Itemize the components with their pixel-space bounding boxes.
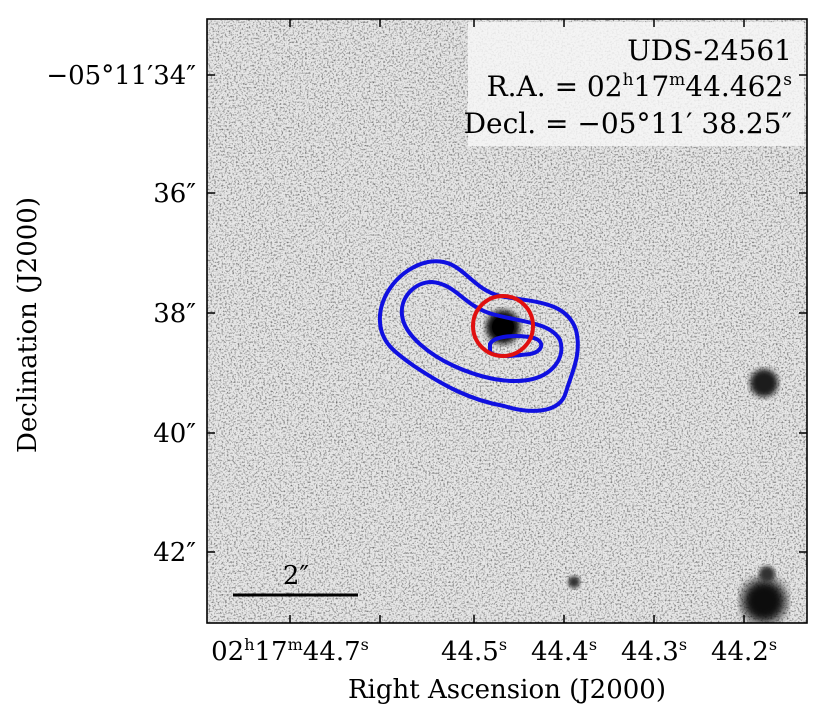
x-tick-label: 44.3s [621,635,687,667]
x-ticks [289,19,745,623]
scale-bar-label: 2″ [283,561,310,591]
neighbor-source-bottom-right-small [759,566,775,582]
x-tick-label: 44.5s [441,635,507,667]
y-tick-label: 42″ [153,538,196,568]
faint-source [568,576,580,588]
y-tick-label: 38″ [153,299,196,329]
neighbor-source-right [750,369,778,397]
x-tick-label: 44.4s [531,635,597,667]
x-tick-label: 02h17m44.7s [211,635,369,667]
y-ticks [207,74,807,553]
y-tick-label: 36″ [153,179,196,209]
x-axis-label: Right Ascension (J2000) [348,675,666,705]
position-circle [471,294,535,358]
y-tick-label: 40″ [153,419,196,449]
contour-outer [377,259,580,413]
y-tick-label: −05°11′34″ [46,61,196,91]
source-name: UDS-24561 [627,34,792,67]
neighbor-source-bottom-right [742,579,786,623]
contour-inner [399,279,564,383]
x-tick-label: 44.2s [711,635,777,667]
sky-image [207,19,807,623]
y-axis-label: Declination (J2000) [13,197,43,453]
label-box [468,22,804,146]
ra-text: R.A. = 02h17m44.462s [487,70,792,103]
target-source-core [492,316,514,338]
dec-text: Decl. = −05°11′ 38.25″ [464,107,792,140]
plot-frame [206,18,808,624]
